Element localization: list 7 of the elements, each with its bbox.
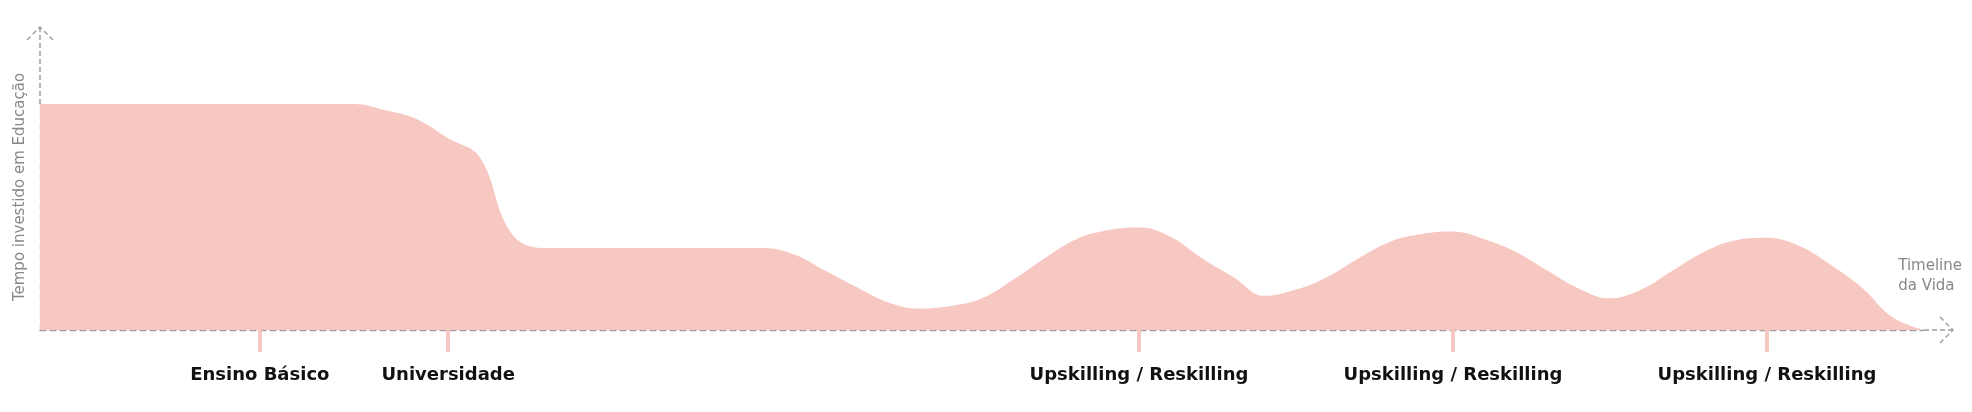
- x-tick-label: Ensino Básico: [190, 362, 330, 384]
- x-axis-title: Timeline da Vida: [1897, 256, 1962, 294]
- y-axis-title: Tempo investido em Educação: [9, 72, 28, 303]
- x-tick-label: Upskilling / Reskilling: [1029, 362, 1249, 384]
- x-tick-label: Upskilling / Reskilling: [1657, 362, 1877, 384]
- x-tick-label: Upskilling / Reskilling: [1343, 362, 1563, 384]
- x-tick-label: Universidade: [381, 362, 515, 384]
